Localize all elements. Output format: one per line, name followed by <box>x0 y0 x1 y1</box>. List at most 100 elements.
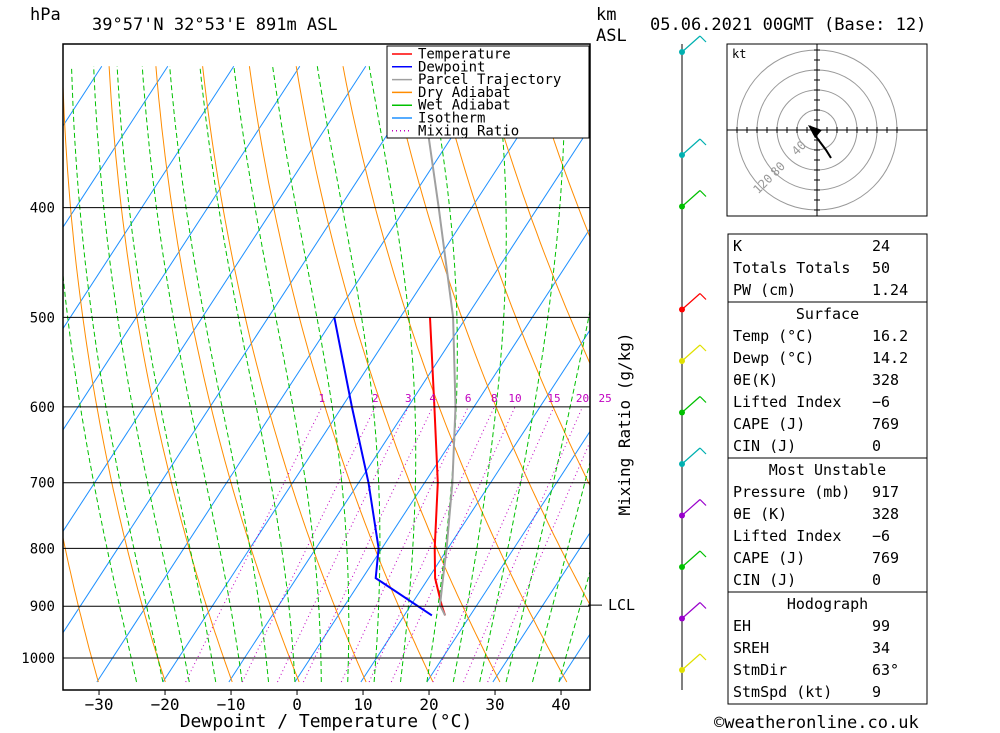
legend-label: Wet Adiabat <box>418 98 511 114</box>
mixing-ratio-label: 2 <box>372 392 379 405</box>
legend-label: Isotherm <box>418 111 485 127</box>
hodograph-params-box <box>727 591 928 705</box>
hodograph-params-label: StmDir <box>733 661 787 679</box>
mixing-ratio-label: 10 <box>508 392 521 405</box>
dry-adiabat-line <box>202 66 367 683</box>
dry-adiabat-line <box>389 66 590 606</box>
hodograph-params-value: 99 <box>872 617 890 635</box>
mixing-ratio-line <box>185 406 323 683</box>
legend-label: Dry Adiabat <box>418 85 511 101</box>
hodograph-params-label: SREH <box>733 639 769 657</box>
mixing-ratio-label: 3 <box>405 392 412 405</box>
most-unstable-label: CAPE (J) <box>733 549 805 567</box>
wind-barb <box>681 396 701 413</box>
wet-adiabat-line <box>316 66 381 683</box>
wet-adiabat-line <box>116 66 217 683</box>
isotherm-line <box>426 430 590 683</box>
legend-label: Mixing Ratio <box>418 123 519 139</box>
y-tick-label: 600 <box>30 400 55 416</box>
y-tick-label: 400 <box>30 201 55 217</box>
surface-label: Temp (°C) <box>733 327 814 345</box>
wet-adiabat-line <box>71 66 164 683</box>
most-unstable-value: 328 <box>872 505 899 523</box>
hodograph-params-label: EH <box>733 617 751 635</box>
wind-profile-column <box>679 35 707 690</box>
legend-label: Parcel Trajectory <box>418 72 561 88</box>
dry-adiabat-line <box>248 66 434 683</box>
y-axis-ticks: 400 500 600 700 800 900 1000 <box>21 201 55 667</box>
surface-label: Dewp (°C) <box>733 349 814 367</box>
index-value: 24 <box>872 237 890 255</box>
surface-value: 16.2 <box>872 327 908 345</box>
x-tick-label: 40 <box>551 695 570 714</box>
isotherm-line <box>228 126 590 683</box>
wet-adiabat-line <box>272 66 350 683</box>
hodograph-params-value: 34 <box>872 639 890 657</box>
isotherm-line <box>360 329 590 683</box>
indices-tables: K 24 Totals Totals 50 PW (cm) 1.24 Surface Temp… <box>727 233 928 705</box>
mixing-ratio-line <box>241 406 376 683</box>
wind-barb <box>681 138 701 156</box>
hodograph-params-label: StmSpd (kt) <box>733 683 832 701</box>
wet-adiabat-line <box>199 66 296 683</box>
x-tick-label: 10 <box>353 695 372 714</box>
pressure-gridlines <box>63 207 590 659</box>
mixing-ratio-line <box>340 406 469 683</box>
copyright: ©weatheronline.co.uk <box>714 713 919 733</box>
most-unstable-value: 917 <box>872 483 899 501</box>
most-unstable-label: Lifted Index <box>733 527 841 545</box>
wet-adiabat-line <box>368 66 417 683</box>
index-label: PW (cm) <box>733 281 796 299</box>
plot-area <box>63 65 590 683</box>
y-tick-label: 900 <box>30 599 55 615</box>
x-tick-label: 0 <box>292 695 302 714</box>
plot-frame <box>62 43 591 691</box>
isotherm-line <box>162 65 565 683</box>
mixing-ratio-label: 6 <box>465 392 472 405</box>
wind-barb <box>681 344 701 362</box>
x-tick-label: −10 <box>217 695 246 714</box>
isotherm-line <box>63 65 367 533</box>
wind-barb <box>681 293 701 310</box>
legend-label: Temperature <box>418 47 511 63</box>
hodograph-params-title: Hodograph <box>787 595 868 613</box>
wind-barb-flag <box>699 499 707 506</box>
mixing-ratio-label: 25 <box>598 392 611 405</box>
dry-adiabat-line <box>295 66 501 683</box>
surface-value: 0 <box>872 437 881 455</box>
most-unstable-label: θE (K) <box>733 505 787 523</box>
mixing-ratio-labels: 1 2 3 4 6 8 10 15 20 25 <box>318 392 611 405</box>
wind-barb-flag <box>699 550 707 558</box>
most-unstable-label: Pressure (mb) <box>733 483 850 501</box>
km-label: km <box>596 5 616 25</box>
isotherm-line <box>96 65 499 683</box>
surface-label: θE(K) <box>733 371 778 389</box>
x-axis-ticks: −30 −20 −10 0 10 20 30 40 <box>85 690 571 714</box>
hodograph-params-value: 63° <box>872 661 899 679</box>
dry-adiabat-line <box>63 535 99 683</box>
index-label: K <box>733 237 742 255</box>
wind-barb-flag <box>699 35 707 43</box>
surface-value: 328 <box>872 371 899 389</box>
wind-barb <box>681 653 701 671</box>
y-tick-label: 500 <box>30 310 55 326</box>
dry-adiabat-line <box>436 66 590 487</box>
surface-label: CAPE (J) <box>733 415 805 433</box>
index-value: 50 <box>872 259 890 277</box>
legend-label: Dewpoint <box>418 59 485 75</box>
surface-value: −6 <box>872 393 890 411</box>
wind-barb-flag <box>699 138 707 146</box>
y-tick-label: 700 <box>30 476 55 492</box>
y-tick-label: 800 <box>30 541 55 557</box>
wet-adiabat-line <box>169 66 269 683</box>
dry-adiabat-line <box>108 66 233 683</box>
mixing-ratio-label: 4 <box>429 392 436 405</box>
wet-adiabat-line <box>141 66 243 683</box>
wind-barb-flag <box>699 396 707 403</box>
wet-adiabat-line <box>93 66 190 683</box>
dry-adiabat-line <box>482 66 590 365</box>
dry-adiabat-line <box>63 72 166 683</box>
